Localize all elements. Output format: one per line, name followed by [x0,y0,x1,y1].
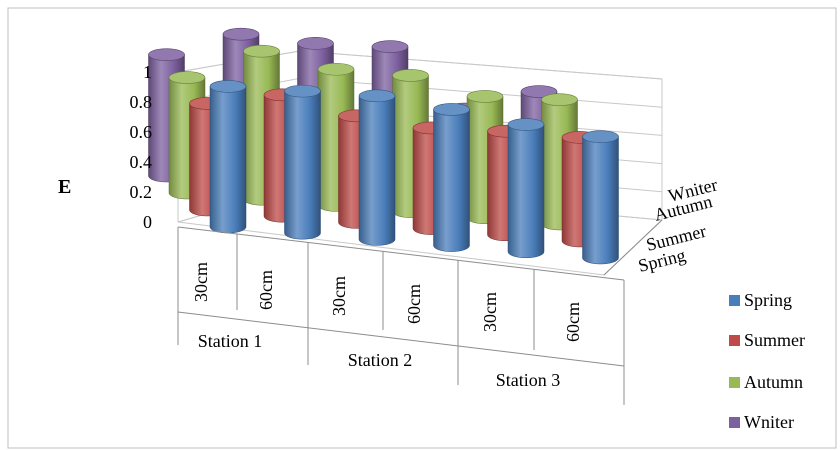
x-axis: 30cm 60cm 30cm 60cm 30cm 60cm Station 1 Station… [177,226,625,405]
depth-axis-line [603,219,663,276]
bar-top [507,118,545,131]
legend: Spring Summer Autumn Wniter [729,290,805,432]
bar-body [507,124,545,259]
bar-top [148,48,185,61]
y-tick-label: 0.8 [130,92,153,112]
x-tick-label: 30cm [329,276,349,316]
bar-top [582,130,619,143]
x-tick-label: 60cm [404,284,424,324]
bar-top [284,84,321,98]
x-tick-label: 30cm [480,292,500,332]
legend-item-spring: Spring [729,290,792,310]
legend-label: Wniter [744,412,794,432]
bar-body [582,136,619,265]
bar-body [433,109,470,252]
group-label: Station 3 [496,370,561,390]
bar-spring-3 [433,103,470,252]
x-tick-label: 30cm [191,262,211,302]
bar-top [392,69,429,82]
y-tick-label: 0.6 [130,122,153,142]
bar-top [209,80,247,93]
legend-swatch [729,335,740,346]
group-label: Station 1 [198,331,263,351]
bar-top [243,44,280,58]
x-tick-label: 60cm [256,270,276,310]
legend-item-summer: Summer [729,330,805,350]
legend-swatch [729,417,740,428]
bar-spring-0 [209,80,247,234]
group-label: Station 2 [348,350,413,370]
y-tick-label: 0.2 [130,182,153,202]
legend-swatch [729,295,740,306]
bar-top [297,37,334,50]
y-tick-label: 1 [143,62,152,82]
bar-spring-2 [358,89,396,246]
legend-item-autumn: Autumn [729,372,803,392]
bar-top [520,85,558,98]
bar-top [466,90,504,103]
bar-top [433,103,470,116]
x-axis-line [177,226,625,281]
y-tick-label: 0.4 [130,152,153,172]
bar-body [284,90,321,240]
plot-area [148,27,619,265]
bar-top [222,27,260,41]
y-tick-label: 0 [143,212,152,232]
bar-body [358,95,396,246]
legend-label: Autumn [744,372,803,392]
legend-item-wniter: Wniter [729,412,794,432]
x-tick-label: 60cm [563,302,583,342]
legend-swatch [729,377,740,388]
bar-spring-5 [582,130,619,265]
bar-body [209,86,247,234]
bar-top [358,89,396,103]
bar-top [371,40,409,53]
group-divider-line [177,311,625,367]
legend-label: Spring [744,290,792,310]
y-axis-label: E [58,176,71,198]
y-axis: E 0 0.2 0.4 0.6 0.8 1 [58,62,152,232]
bar-top [168,71,206,84]
bar-spring-1 [284,84,321,240]
legend-label: Summer [744,330,805,350]
bar-top [317,62,355,76]
bar-top [541,93,578,106]
bar-spring-4 [507,118,545,259]
